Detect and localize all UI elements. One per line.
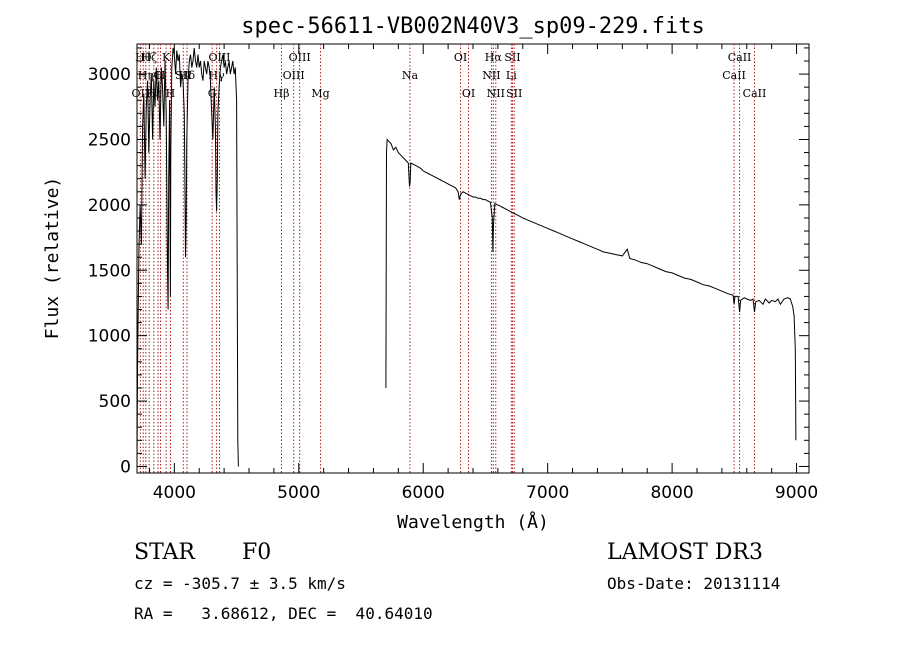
y-tick-label: 3000 [88, 65, 131, 85]
x-tick-label: 6000 [402, 483, 445, 503]
marker-label: Hζ [141, 51, 157, 64]
marker-label: OIII [208, 51, 230, 64]
marker-label: OI [454, 51, 467, 64]
marker-label: Na [402, 69, 419, 82]
y-tick-label: 1000 [88, 327, 131, 347]
survey-name: LAMOST DR3 [607, 540, 763, 565]
y-tick-label: 0 [120, 457, 131, 477]
spectral-line-markers: OIIHθHηHζHεOHKHSIIHδGHγOIIIHβOIIIOIIIMgN… [132, 44, 767, 473]
x-tick-label: 9000 [775, 483, 818, 503]
marker-label: Hα [485, 51, 503, 64]
observation-date: Obs-Date: 20131114 [607, 574, 781, 593]
redshift-velocity: cz = -305.7 ± 3.5 km/s [134, 574, 346, 593]
marker-label: CaII [722, 69, 746, 82]
y-tick-label: 2500 [88, 130, 131, 150]
y-axis-label: Flux (relative) [42, 177, 63, 340]
ra-dec-coordinates: RA = 3.68612, DEC = 40.64010 [134, 604, 433, 623]
marker-label: NII [487, 87, 505, 100]
marker-label: OI [462, 87, 475, 100]
marker-label: Hη [138, 69, 154, 82]
x-axis-label: Wavelength (Å) [397, 511, 549, 533]
object-class: STAR [134, 540, 195, 565]
marker-label: SII [504, 51, 520, 64]
object-subclass: F0 [242, 540, 272, 565]
marker-label: Hβ [274, 87, 290, 100]
flux-line-segment [385, 138, 797, 441]
marker-label: H [156, 69, 166, 82]
y-tick-label: 2000 [88, 196, 131, 216]
marker-label: Li [506, 69, 517, 82]
y-tick-label: 1500 [88, 261, 131, 281]
marker-label: OIII [283, 69, 305, 82]
flux-series [136, 47, 797, 467]
marker-label: SII [506, 87, 522, 100]
flux-line-segment [136, 47, 239, 467]
x-tick-label: 8000 [650, 483, 693, 503]
marker-label: K [162, 51, 171, 64]
marker-label: G [208, 87, 217, 100]
axis-ticks: 4000 5000 6000 7000 8000 9000 0 500 1000 1500 2000… [88, 44, 818, 503]
marker-label: OII [132, 87, 150, 100]
x-tick-label: 4000 [153, 483, 196, 503]
marker-label: O [154, 69, 163, 82]
x-tick-label: 5000 [277, 483, 320, 503]
marker-label: CaII [728, 51, 752, 64]
y-tick-label: 500 [99, 392, 131, 412]
chart-title: spec-56611-VB002N40V3_sp09-229.fits [241, 14, 705, 39]
marker-label: CaII [743, 87, 767, 100]
marker-label: NII [482, 69, 500, 82]
marker-label: Mg [311, 87, 329, 100]
marker-label: OIII [289, 51, 311, 64]
marker-label: Hγ [209, 69, 226, 82]
x-tick-label: 7000 [526, 483, 569, 503]
marker-label: H [166, 87, 176, 100]
